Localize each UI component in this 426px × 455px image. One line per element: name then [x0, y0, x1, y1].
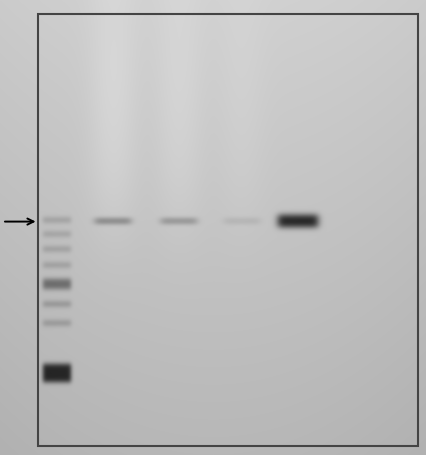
- Bar: [38, 14, 417, 446]
